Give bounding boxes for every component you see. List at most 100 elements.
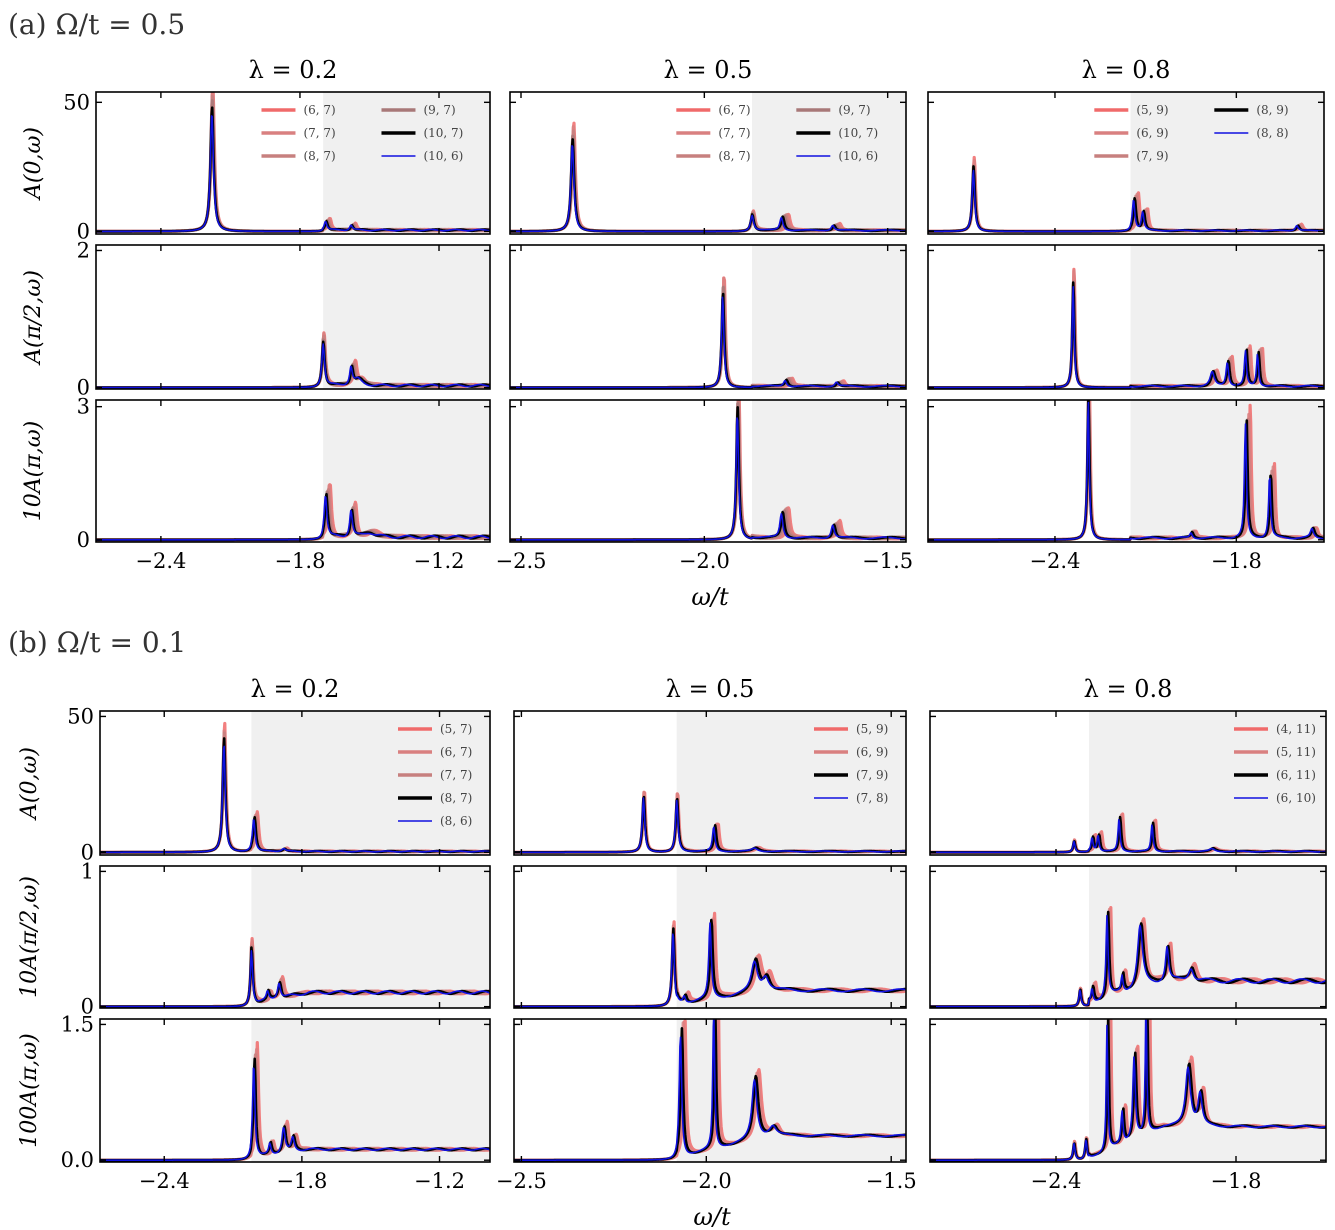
y-tick-label: 0 [77,219,90,243]
axes-frame [927,91,1325,235]
shaded-region [251,711,490,855]
legend-label: (10, 7) [838,126,878,140]
x-tick-label: −2.4 [139,1169,190,1193]
legend-label: (8, 7) [440,791,472,805]
series-line [930,819,1326,854]
x-tick-label: −1.8 [1211,549,1262,573]
column-title: λ = 0.2 [249,56,338,84]
panel-b-r0-c2: (4, 11) (5, 11) (6, 11) (6, 10) [929,710,1327,856]
panel-b-r2-c1: −2.5 −2.0 −1.5 [496,1018,917,1193]
legend-label: (6, 9) [856,745,888,759]
axes-frame [513,710,907,856]
x-tick-label: −1.8 [274,549,325,573]
y-tick-label: 3 [77,395,90,419]
series-group [930,1019,1326,1162]
series-group [514,790,906,854]
axes-frame [99,710,491,856]
column-title: λ = 0.5 [664,56,753,84]
legend-label: (6, 9) [1136,126,1168,140]
panel-a-r0-c2: (5, 9) (6, 9) (7, 9) (8, 9) (8, 8) [927,91,1325,235]
legend-label: (4, 11) [1276,722,1316,736]
legend-label: (5, 9) [1136,103,1168,117]
axes-frame [95,244,491,390]
panel-a-r1-c1 [509,244,907,390]
x-tick-label: −1.5 [862,549,913,573]
series-line [514,922,906,1008]
legend-label: (6, 11) [1276,768,1316,782]
shaded-region [323,400,490,542]
legend-label: (8, 7) [718,149,750,163]
axes-frame [99,865,491,1009]
shaded-region [251,1019,490,1162]
x-tick-label: −2.4 [1031,1169,1082,1193]
x-tick-label: −2.5 [496,1169,547,1193]
axes-frame [929,710,1327,856]
series-group [930,906,1326,1008]
series-line [930,1019,1326,1161]
legend-label: (8, 9) [1256,103,1288,117]
panel-a-r1-c0: 0 2 A(π/2,ω) [21,238,491,400]
legend-label: (5, 11) [1276,745,1316,759]
shaded-region [1130,92,1324,234]
series-line [928,286,1324,389]
part-b-title: (b) Ω/t = 0.1 [8,626,186,659]
panel-b-r1-c1 [513,865,907,1009]
x-tick-label: −2.4 [1029,549,1080,573]
y-axis-label: A(0,ω) [17,747,42,821]
panel-b-r2-c0: 0.0 1.5 100A(π,ω) −2.4 −1.8 −1.2 [17,1012,491,1193]
y-tick-label: 1.5 [61,1012,94,1036]
x-tick-label: −1.2 [414,1169,465,1193]
y-axis-label: 100A(π,ω) [17,1033,42,1147]
legend-label: (8, 8) [1256,126,1288,140]
legend-label: (9, 7) [423,103,455,117]
series-line [96,496,490,541]
y-tick-label: 0 [77,528,90,552]
y-tick-label: 0 [81,995,94,1019]
legend-label: (6, 10) [1276,791,1316,805]
series-group [100,721,490,854]
shaded-region [1130,400,1324,542]
series-line [100,745,490,854]
legend-label: (6, 7) [440,745,472,759]
series-group [96,483,490,542]
panel-a-r2-c1: −2.5 −2.0 −1.5 [496,399,913,573]
series-line [510,296,906,389]
series-line [930,914,1326,1008]
series-line [100,950,490,1008]
y-axis-label: A(0,ω) [21,127,46,201]
panel-b-r2-c2: −2.4 −1.8 [929,1018,1327,1193]
x-tick-label: −2.0 [679,549,730,573]
legend-label: (5, 9) [856,722,888,736]
series-line [928,401,1324,541]
x-axis-label-part-b: ω/t [693,1203,731,1230]
y-axis-label: 10A(π/2,ω) [17,876,42,998]
legend-label: (7, 8) [856,791,888,805]
axes-frame [927,399,1325,543]
series-group [96,92,490,233]
series-group [928,155,1324,233]
column-title: λ = 0.5 [666,675,755,703]
axes-frame [929,1018,1327,1163]
part-a-title: (a) Ω/t = 0.5 [8,8,185,41]
series-group [930,812,1326,854]
legend-label: (5, 7) [440,722,472,736]
series-group [100,937,490,1008]
panel-b-r1-c0: 0 1 10A(π/2,ω) [17,859,491,1019]
legend-label: (10, 7) [423,126,463,140]
shaded-region [1089,711,1326,855]
legend-label: (7, 7) [440,768,472,782]
x-tick-label: −1.8 [1211,1169,1262,1193]
axes-frame [509,91,907,235]
x-tick-label: −1.2 [414,549,465,573]
legend-label: (10, 6) [838,149,878,163]
series-line [96,115,490,233]
legend-label: (9, 7) [838,103,870,117]
axes-frame [509,399,907,543]
shaded-region [752,245,906,389]
panel-a-r0-c0: 0 50 A(0,ω) (6, 7) (7, 7) (8, 7) (9, 7) (10, 7)… [21,90,491,243]
panel-a-r1-c2 [927,244,1325,390]
series-line [510,417,906,541]
legend-label: (7, 7) [303,126,335,140]
panel-b-r0-c0: 0 50 A(0,ω) (5, 7) (6, 7) (7, 7) (8, 7) (8, 6) [17,704,491,864]
